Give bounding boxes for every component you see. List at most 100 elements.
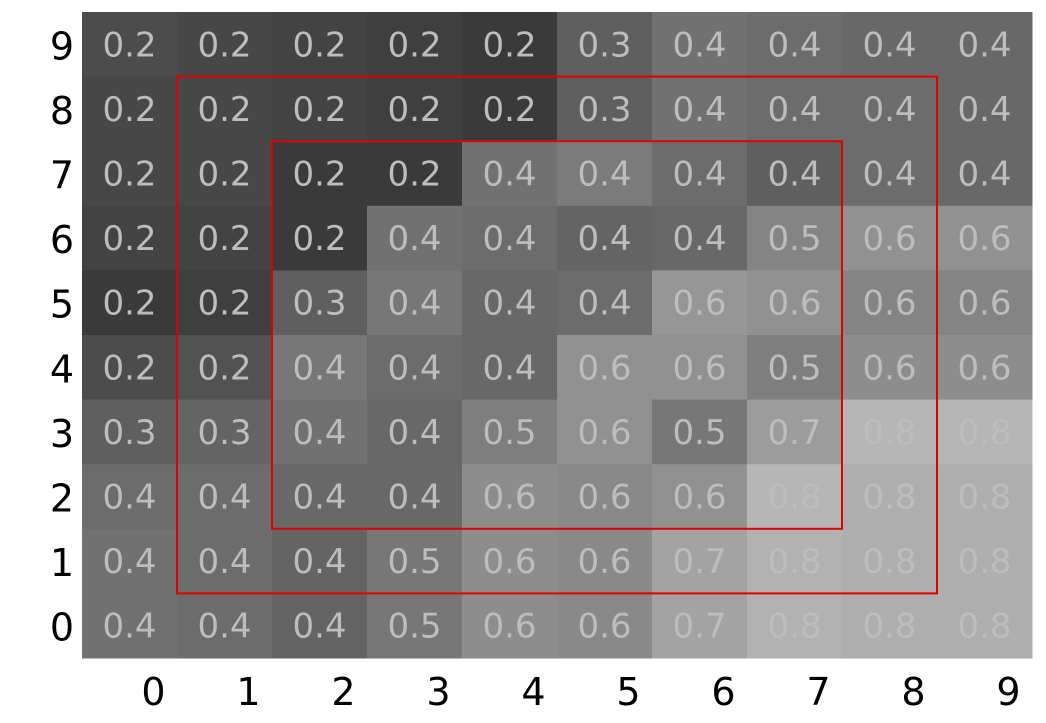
- heatmap-cell-2-1: [272, 528, 368, 594]
- heatmap-cell-3-3: [367, 399, 463, 465]
- heatmap-cell-label-0-7: 0.2: [102, 155, 156, 195]
- heatmap-cell-label-7-5: 0.6: [767, 284, 821, 324]
- heatmap-cell-label-6-1: 0.7: [672, 542, 726, 582]
- y-tick-7: 7: [50, 154, 74, 198]
- heatmap-cell-label-1-4: 0.2: [197, 348, 251, 388]
- heatmap-cell-4-2: [462, 464, 558, 530]
- heatmap-cell-label-8-5: 0.6: [862, 284, 916, 324]
- heatmap-cell-label-0-1: 0.4: [102, 542, 156, 582]
- heatmap-cell-1-9: [177, 12, 273, 78]
- heatmap-cell-label-3-0: 0.5: [387, 607, 441, 647]
- heatmap-cell-3-2: [367, 464, 463, 530]
- y-tick-2: 2: [50, 477, 74, 521]
- heatmap-cell-8-8: [842, 76, 938, 142]
- y-tick-5: 5: [50, 283, 74, 327]
- heatmap-cell-label-1-5: 0.2: [197, 284, 251, 324]
- heatmap-cell-label-0-3: 0.3: [102, 413, 156, 453]
- heatmap-cell-label-4-9: 0.2: [482, 25, 536, 65]
- heatmap-cell-1-0: [177, 593, 273, 659]
- heatmap-cell-label-8-6: 0.6: [862, 219, 916, 259]
- x-tick-1: 1: [236, 670, 260, 714]
- highlight-rectangle-2: [271, 140, 843, 530]
- heatmap-cell-label-8-1: 0.8: [862, 542, 916, 582]
- heatmap-annotations: [176, 75, 938, 595]
- heatmap-cell-label-3-3: 0.4: [387, 413, 441, 453]
- y-tick-6: 6: [50, 218, 74, 262]
- heatmap-cell-label-8-9: 0.4: [862, 25, 916, 65]
- heatmap-cell-5-9: [557, 12, 653, 78]
- heatmap-cell-3-4: [367, 335, 463, 401]
- heatmap-cell-4-6: [462, 205, 558, 271]
- heatmap-cell-6-6: [652, 205, 748, 271]
- heatmap-cell-label-8-0: 0.8: [862, 607, 916, 647]
- heatmap-cell-label-3-8: 0.2: [387, 90, 441, 130]
- heatmap-cell-1-5: [177, 270, 273, 336]
- heatmap-cell-6-5: [652, 270, 748, 336]
- heatmap-cell-7-1: [747, 528, 843, 594]
- heatmap-cell-9-1: [937, 528, 1033, 594]
- heatmap-cell-label-4-5: 0.4: [482, 284, 536, 324]
- heatmap-cell-5-0: [557, 593, 653, 659]
- y-tick-4: 4: [50, 347, 74, 391]
- x-tick-8: 8: [901, 670, 925, 714]
- heatmap-cell-9-3: [937, 399, 1033, 465]
- heatmap-cell-label-6-0: 0.7: [672, 607, 726, 647]
- heatmap-cell-5-4: [557, 335, 653, 401]
- heatmap-cell-label-7-9: 0.4: [767, 25, 821, 65]
- heatmap-cell-7-2: [747, 464, 843, 530]
- highlight-rectangle-1: [176, 75, 938, 595]
- heatmap-cell-label-3-2: 0.4: [387, 478, 441, 518]
- heatmap-cell-7-7: [747, 141, 843, 207]
- heatmap-cell-8-3: [842, 399, 938, 465]
- heatmap-cell-label-0-8: 0.2: [102, 90, 156, 130]
- heatmap-cell-8-9: [842, 12, 938, 78]
- heatmap-cell-label-1-2: 0.4: [197, 478, 251, 518]
- heatmap-cell-label-3-9: 0.2: [387, 25, 441, 65]
- heatmap-cell-label-7-6: 0.5: [767, 219, 821, 259]
- heatmap-cell-label-1-7: 0.2: [197, 155, 251, 195]
- heatmap-cell-label-2-8: 0.2: [292, 90, 346, 130]
- heatmap-cell-label-1-6: 0.2: [197, 219, 251, 259]
- heatmap-cell-3-1: [367, 528, 463, 594]
- heatmap-cell-label-5-4: 0.6: [577, 348, 631, 388]
- heatmap-cell-5-3: [557, 399, 653, 465]
- heatmap-cell-1-3: [177, 399, 273, 465]
- heatmap-cell-8-7: [842, 141, 938, 207]
- heatmap-cell-6-8: [652, 76, 748, 142]
- heatmap-cell-2-7: [272, 141, 368, 207]
- heatmap-cell-3-8: [367, 76, 463, 142]
- heatmap-cell-label-6-2: 0.6: [672, 478, 726, 518]
- heatmap-cell-8-6: [842, 205, 938, 271]
- heatmap-cell-label-1-1: 0.4: [197, 542, 251, 582]
- heatmap-cell-label-0-6: 0.2: [102, 219, 156, 259]
- heatmap-cell-6-7: [652, 141, 748, 207]
- heatmap-cell-label-2-3: 0.4: [292, 413, 346, 453]
- heatmap-cell-label-0-5: 0.2: [102, 284, 156, 324]
- heatmap-cell-0-9: [82, 12, 178, 78]
- x-tick-0: 0: [141, 670, 165, 714]
- heatmap-cell-7-6: [747, 205, 843, 271]
- heatmap-cell-7-0: [747, 593, 843, 659]
- heatmap-cell-label-3-7: 0.2: [387, 155, 441, 195]
- heatmap-cell-label-7-3: 0.7: [767, 413, 821, 453]
- heatmap-cell-label-1-0: 0.4: [197, 607, 251, 647]
- heatmap-cell-label-4-3: 0.5: [482, 413, 536, 453]
- heatmap-cell-label-4-2: 0.6: [482, 478, 536, 518]
- heatmap-cell-0-1: [82, 528, 178, 594]
- heatmap-cell-1-7: [177, 141, 273, 207]
- heatmap-cell-2-9: [272, 12, 368, 78]
- heatmap-cell-3-6: [367, 205, 463, 271]
- heatmap-cell-5-8: [557, 76, 653, 142]
- heatmap-cell-7-4: [747, 335, 843, 401]
- heatmap-cell-label-4-0: 0.6: [482, 607, 536, 647]
- heatmap-cell-9-6: [937, 205, 1033, 271]
- heatmap-cell-1-4: [177, 335, 273, 401]
- heatmap-cell-6-2: [652, 464, 748, 530]
- heatmap-cell-8-5: [842, 270, 938, 336]
- heatmap-cell-labels: 0.2 0.2 0.2 0.2 0.2 0.3 0.4 0.4 0.4 0.4 0.2 0.2 0.2 0…: [102, 25, 1011, 646]
- heatmap-cell-0-0: [82, 593, 178, 659]
- heatmap-cell-label-2-4: 0.4: [292, 348, 346, 388]
- heatmap-cell-7-9: [747, 12, 843, 78]
- y-tick-1: 1: [50, 541, 74, 585]
